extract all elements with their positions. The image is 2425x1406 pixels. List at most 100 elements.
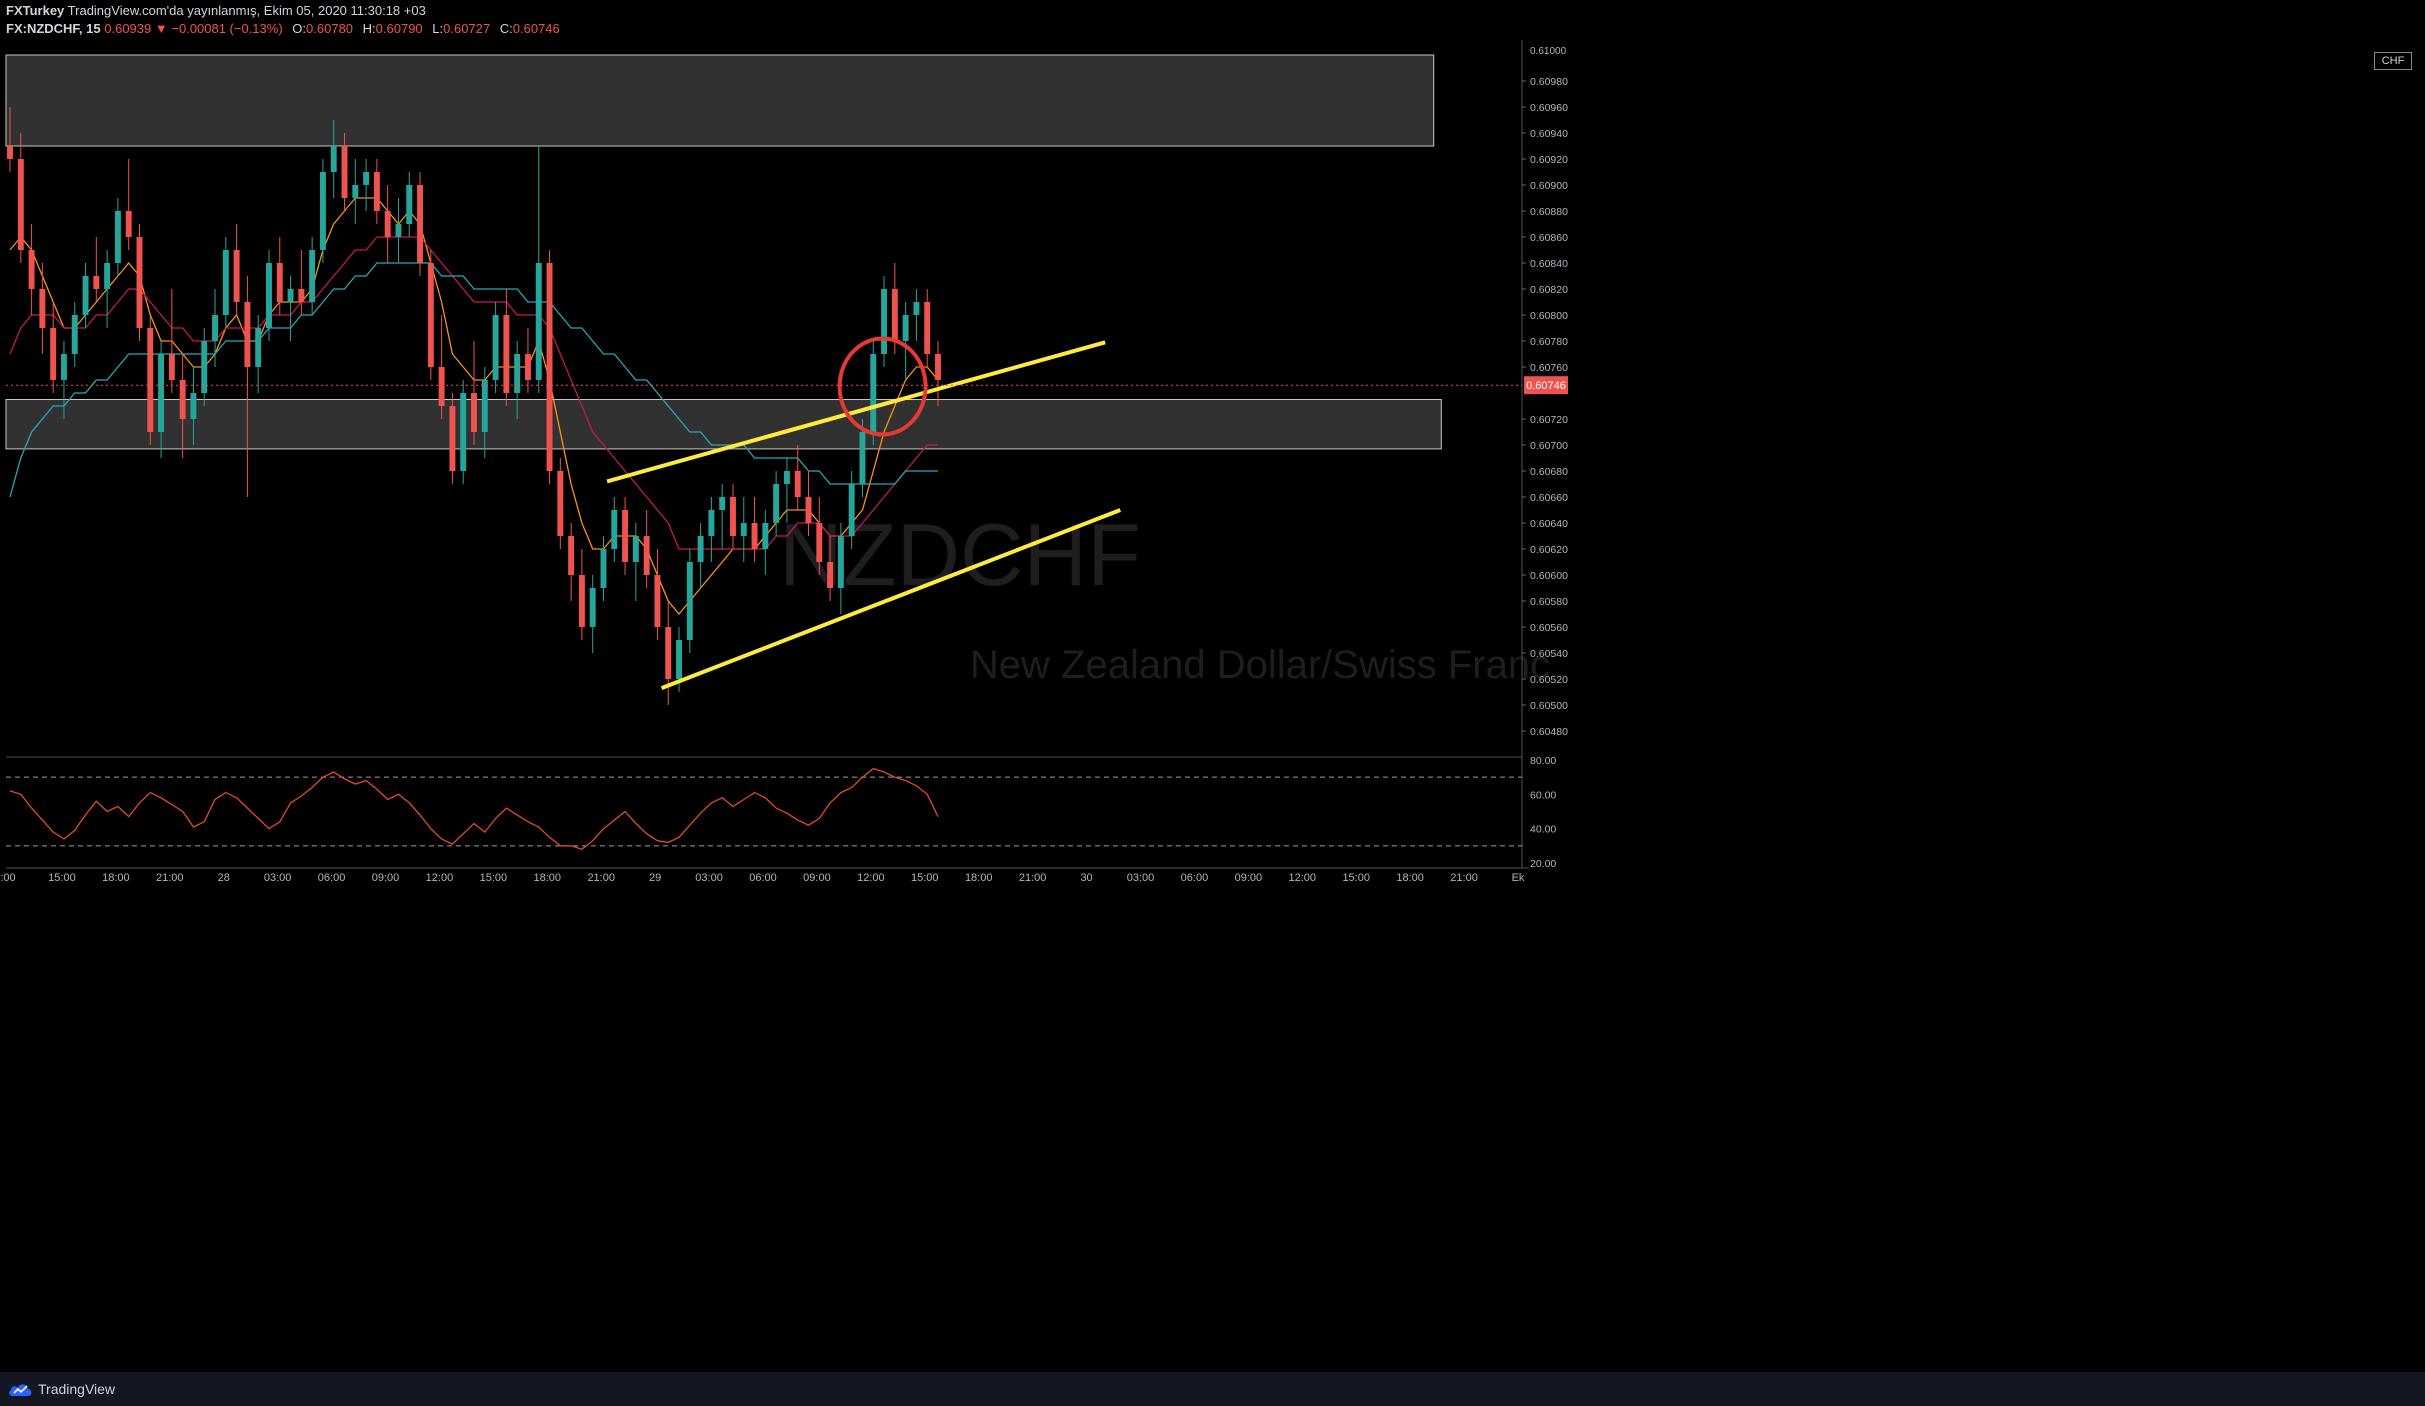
candle-body (255, 328, 262, 367)
time-tick-label: 30 (1080, 872, 1092, 884)
candle-body (104, 263, 111, 289)
candle-body (125, 211, 132, 237)
currency-badge[interactable]: CHF (2374, 52, 2412, 70)
price-tick-label: 0.60620 (1530, 544, 1568, 556)
candle-body (449, 406, 456, 471)
candle-body (93, 276, 100, 289)
zone-box-1 (5, 54, 1435, 147)
moving-average-ema-mid (9, 236, 938, 550)
candle (751, 497, 758, 562)
candle-body (179, 380, 186, 419)
candle-body (7, 146, 13, 159)
candle (643, 510, 650, 588)
open-label: O: (292, 21, 307, 36)
price-tick-label: 0.60540 (1530, 648, 1568, 660)
candle-body (751, 523, 758, 549)
candle-body (492, 315, 499, 380)
brand-name: TradingView (38, 1381, 116, 1397)
price-tick-label: 0.60920 (1530, 154, 1568, 166)
candle (611, 497, 618, 562)
symbol-label[interactable]: FX:NZDCHF, 15 (6, 21, 101, 36)
candle (471, 341, 477, 445)
candle-body (352, 185, 359, 198)
drawings-layer[interactable] (6, 336, 1522, 690)
price-tick-label-top: 0.61000 (1530, 46, 1567, 57)
price-axis[interactable]: 0.60746 0.61000 0.60980 0.60960 0.60940 0.609… (6, 28, 1568, 869)
candle (924, 289, 931, 367)
candle-body (816, 523, 823, 562)
candle-body (546, 263, 553, 471)
candle-body (427, 263, 434, 367)
symbol-line: FX:NZDCHF, 15 0.60939 ▼ −0.00081 (−0.13%… (6, 21, 560, 36)
zones-layer (5, 54, 1442, 450)
candle-body (136, 237, 143, 328)
tradingview-logo[interactable]: TradingView (8, 1380, 115, 1398)
candle (492, 302, 499, 393)
price-tick-label: 0.60760 (1530, 362, 1568, 374)
candle-body (794, 471, 801, 497)
candle-body (438, 367, 445, 406)
candle-body (168, 354, 175, 380)
candle (438, 315, 445, 419)
candle (546, 250, 553, 484)
candle-body (82, 276, 89, 315)
chart-area[interactable]: NZDCHF New Zealand Dollar/Swiss Franc 0.… (0, 0, 2425, 1372)
candle-body (341, 146, 348, 198)
candle-body (39, 289, 46, 328)
candle (708, 497, 715, 562)
candle-body (600, 549, 607, 588)
time-axis[interactable]: :00 15:00 18:00 21:00 28 03:00 06:00 09:00 12:00… (0, 872, 1525, 884)
candle-body (805, 497, 812, 523)
price-tick-label: 0.60960 (1530, 102, 1568, 114)
candle (632, 523, 639, 601)
rsi-tick-label: 40.00 (1530, 824, 1556, 836)
time-tick-label: 12:00 (426, 872, 454, 884)
candle-body (460, 393, 467, 471)
candle (352, 159, 359, 224)
time-tick-label: 21:00 (156, 872, 184, 884)
candle-body (783, 471, 790, 484)
candle-body (686, 562, 693, 640)
candle (589, 575, 596, 653)
candle-body (50, 328, 57, 380)
candle (179, 354, 186, 458)
time-tick-label: 15:00 (48, 872, 76, 884)
candle-body (913, 302, 920, 315)
candle (212, 289, 218, 367)
price-tick-label: 0.60480 (1530, 726, 1568, 738)
candle-body (244, 302, 251, 367)
low-label: L: (432, 21, 444, 36)
price-tick-label: 0.60860 (1530, 232, 1568, 244)
price-tick-label: 0.60840 (1530, 258, 1568, 270)
candle (158, 341, 165, 458)
rsi-line (9, 767, 939, 851)
author-name[interactable]: FXTurkey (6, 3, 65, 18)
time-tick-label: 09:00 (1235, 872, 1263, 884)
candle (481, 367, 488, 458)
candle-body (902, 315, 909, 341)
candle-body (17, 159, 24, 250)
candle-body (158, 354, 165, 432)
time-tick-label: 06:00 (1181, 872, 1209, 884)
rsi-tick-label: 20.00 (1530, 858, 1556, 870)
time-tick-label: 21:00 (1019, 872, 1047, 884)
candle (222, 237, 229, 328)
candle (568, 523, 575, 601)
candle (783, 458, 790, 523)
time-tick-label: 09:00 (372, 872, 400, 884)
time-tick-label: 06:00 (318, 872, 346, 884)
candle-body (535, 263, 542, 380)
candle (762, 510, 769, 575)
candle-body (654, 575, 661, 627)
candle (719, 484, 726, 549)
candle (395, 198, 402, 263)
price-tick-label: 0.60640 (1530, 518, 1568, 530)
publish-info: TradingView.com'da yayınlanmış, Ekim 05,… (67, 3, 426, 18)
candle-body (589, 588, 596, 627)
price-tick-label: 0.60660 (1530, 492, 1568, 504)
candle (384, 185, 391, 263)
candle-body (147, 328, 154, 432)
price-tick-label: 0.60600 (1530, 570, 1568, 582)
candles-layer (7, 107, 941, 705)
time-tick-label: 18:00 (534, 872, 562, 884)
